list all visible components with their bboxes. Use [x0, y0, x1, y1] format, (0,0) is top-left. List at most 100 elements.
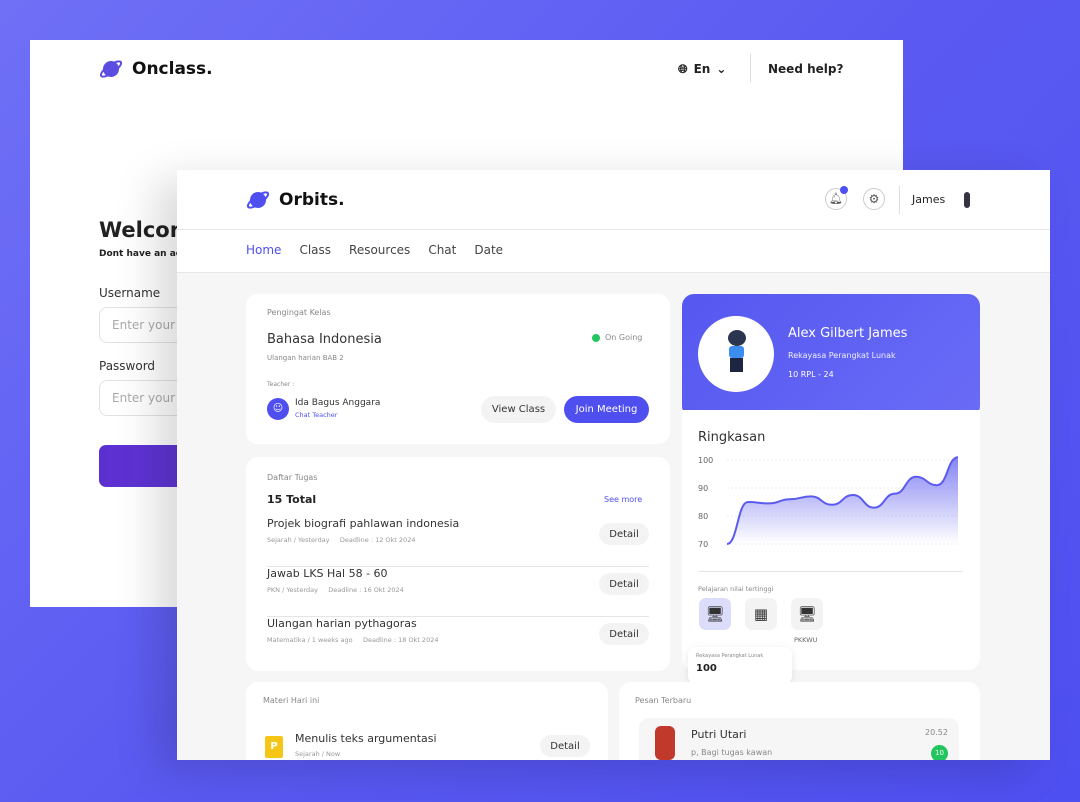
- message-item[interactable]: Putri Utari p, Bagi tugas kawan 20.52 10: [639, 718, 959, 760]
- task-subject: Matematika / 1 weeks ago: [267, 636, 353, 644]
- language-label: En: [693, 62, 711, 76]
- messages-card: Pesan Terbaru Putri Utari p, Bagi tugas …: [619, 682, 980, 760]
- teacher-avatar-icon: ☺: [267, 398, 289, 420]
- task-subject: PKN / Yesterday: [267, 586, 318, 594]
- score-chart: 100 90 80 70: [698, 456, 959, 549]
- summary-card: Ringkasan 100 90 80 70 Pelajaran nilai tert…: [682, 410, 980, 684]
- nav-home[interactable]: Home: [246, 243, 282, 257]
- orbits-logo: Orbits.: [245, 187, 345, 213]
- subject-label: PKKWU: [794, 636, 818, 644]
- document-icon: P: [265, 736, 283, 758]
- task-total: 15 Total: [267, 493, 317, 506]
- user-avatar[interactable]: [964, 192, 970, 208]
- task-meta: Matematika / 1 weeks ago Deadline : 18 O…: [267, 636, 649, 644]
- brand-name: Orbits.: [279, 190, 345, 210]
- y-tick-label: 70: [698, 540, 708, 549]
- task-item: Ulangan harian pythagoras Matematika / 1…: [267, 617, 649, 667]
- divider: [750, 54, 751, 82]
- nav-date[interactable]: Date: [474, 243, 504, 257]
- monitor-code-icon[interactable]: 🖥︎: [791, 598, 823, 630]
- task-deadline: Deadline : 18 Okt 2024: [362, 636, 439, 644]
- y-tick-label: 90: [698, 484, 708, 493]
- section-title: Pesan Terbaru: [635, 696, 692, 705]
- monitor-code-icon[interactable]: 🖥︎: [699, 598, 731, 630]
- task-deadline: Deadline : 16 Okt 2024: [328, 586, 404, 594]
- teacher-label: Teacher :: [267, 381, 295, 388]
- need-help-link[interactable]: Need help?: [768, 62, 844, 76]
- teacher-name: Ida Bagus Anggara: [295, 398, 381, 408]
- view-class-button[interactable]: View Class: [481, 396, 556, 423]
- top-bar: [177, 170, 1050, 230]
- chart-line: [726, 456, 959, 545]
- task-item: Projek biografi pahlawan indonesia Sejar…: [267, 517, 649, 567]
- welcome-title: Welcon: [99, 218, 185, 242]
- planet-icon: [246, 191, 270, 209]
- material-title: Menulis teks argumentasi: [295, 732, 437, 745]
- student-avatar: [698, 316, 774, 392]
- chevron-down-icon: ⌄: [716, 62, 727, 76]
- y-tick-label: 80: [698, 512, 708, 521]
- bell-icon[interactable]: 🔔︎: [825, 186, 848, 210]
- brand-name: Onclass.: [132, 59, 213, 79]
- tooltip-label: Rekayasa Perangkat Lunak: [696, 653, 764, 659]
- sender-avatar: [655, 726, 675, 760]
- user-name[interactable]: James: [912, 193, 946, 206]
- subject-desc: Ulangan harian BAB 2: [267, 354, 344, 362]
- section-title: Materi Hari ini: [263, 696, 320, 705]
- gear-icon[interactable]: ⚙: [863, 188, 885, 210]
- task-meta: PKN / Yesterday Deadline : 16 Okt 2024: [267, 586, 649, 594]
- profile-card: Alex Gilbert James Rekayasa Perangkat Lu…: [682, 294, 980, 418]
- divider: [899, 186, 900, 214]
- task-title: Projek biografi pahlawan indonesia: [267, 517, 460, 530]
- nav-chat[interactable]: Chat: [428, 243, 457, 257]
- join-meeting-button[interactable]: Join Meeting: [564, 396, 649, 423]
- subject-name: Bahasa Indonesia: [267, 332, 382, 347]
- task-detail-button[interactable]: Detail: [599, 623, 649, 645]
- sender-name: Putri Utari: [691, 728, 747, 741]
- task-deadline: Deadline : 12 Okt 2024: [339, 536, 416, 544]
- language-select[interactable]: 🌐︎ En ⌄: [678, 62, 726, 77]
- task-list-card: Daftar Tugas 15 Total See more Projek bi…: [246, 457, 670, 671]
- dashboard-window: Orbits. 🔔︎ ⚙ James Home Class Resources …: [177, 170, 1050, 760]
- chat-teacher-link[interactable]: Chat Teacher: [295, 411, 338, 419]
- summary-title: Ringkasan: [698, 430, 766, 445]
- y-tick-label: 100: [698, 456, 713, 465]
- student-name: Alex Gilbert James: [788, 326, 908, 341]
- signup-hint: Dont have an ac: [99, 249, 182, 259]
- status-label: On Going: [605, 333, 643, 342]
- class-reminder-card: Pengingat Kelas Bahasa Indonesia Ulangan…: [246, 294, 670, 444]
- top-subject-label: Pelajaran nilai tertinggi: [698, 585, 774, 593]
- tooltip-value: 100: [696, 663, 717, 674]
- see-more-link[interactable]: See more: [604, 495, 643, 504]
- nav-resources[interactable]: Resources: [349, 243, 411, 257]
- message-preview: p, Bagi tugas kawan: [691, 748, 773, 757]
- student-class: 10 RPL - 24: [788, 370, 834, 379]
- onclass-logo: Onclass.: [98, 56, 213, 82]
- status-badge: On Going: [592, 333, 642, 342]
- task-detail-button[interactable]: Detail: [599, 523, 649, 545]
- nav-bar: Home Class Resources Chat Date: [177, 230, 1050, 273]
- task-title: Ulangan harian pythagoras: [267, 617, 417, 630]
- divider: [698, 571, 963, 572]
- materials-card: Materi Hari ini P Menulis teks argumenta…: [246, 682, 608, 760]
- calculator-icon[interactable]: ▦: [745, 598, 777, 630]
- student-major: Rekayasa Perangkat Lunak: [788, 351, 896, 360]
- status-dot: [592, 333, 600, 342]
- material-detail-button[interactable]: Detail: [540, 735, 590, 757]
- password-label: Password: [99, 359, 156, 373]
- section-title: Daftar Tugas: [267, 473, 318, 482]
- task-item: Jawab LKS Hal 58 - 60 PKN / Yesterday De…: [267, 567, 649, 617]
- notification-dot: [840, 186, 848, 194]
- subject-tooltip: Rekayasa Perangkat Lunak 100: [688, 647, 792, 684]
- task-subject: Sejarah / Yesterday: [267, 536, 330, 544]
- task-meta: Sejarah / Yesterday Deadline : 12 Okt 20…: [267, 536, 649, 544]
- task-title: Jawab LKS Hal 58 - 60: [267, 567, 388, 580]
- username-label: Username: [99, 286, 161, 300]
- planet-icon: [99, 60, 123, 78]
- section-title: Pengingat Kelas: [267, 308, 331, 317]
- nav-class[interactable]: Class: [299, 243, 332, 257]
- message-time: 20.52: [925, 728, 948, 737]
- material-meta: Sejarah / Now: [295, 750, 341, 758]
- task-detail-button[interactable]: Detail: [599, 573, 649, 595]
- globe-icon: 🌐︎: [678, 62, 688, 76]
